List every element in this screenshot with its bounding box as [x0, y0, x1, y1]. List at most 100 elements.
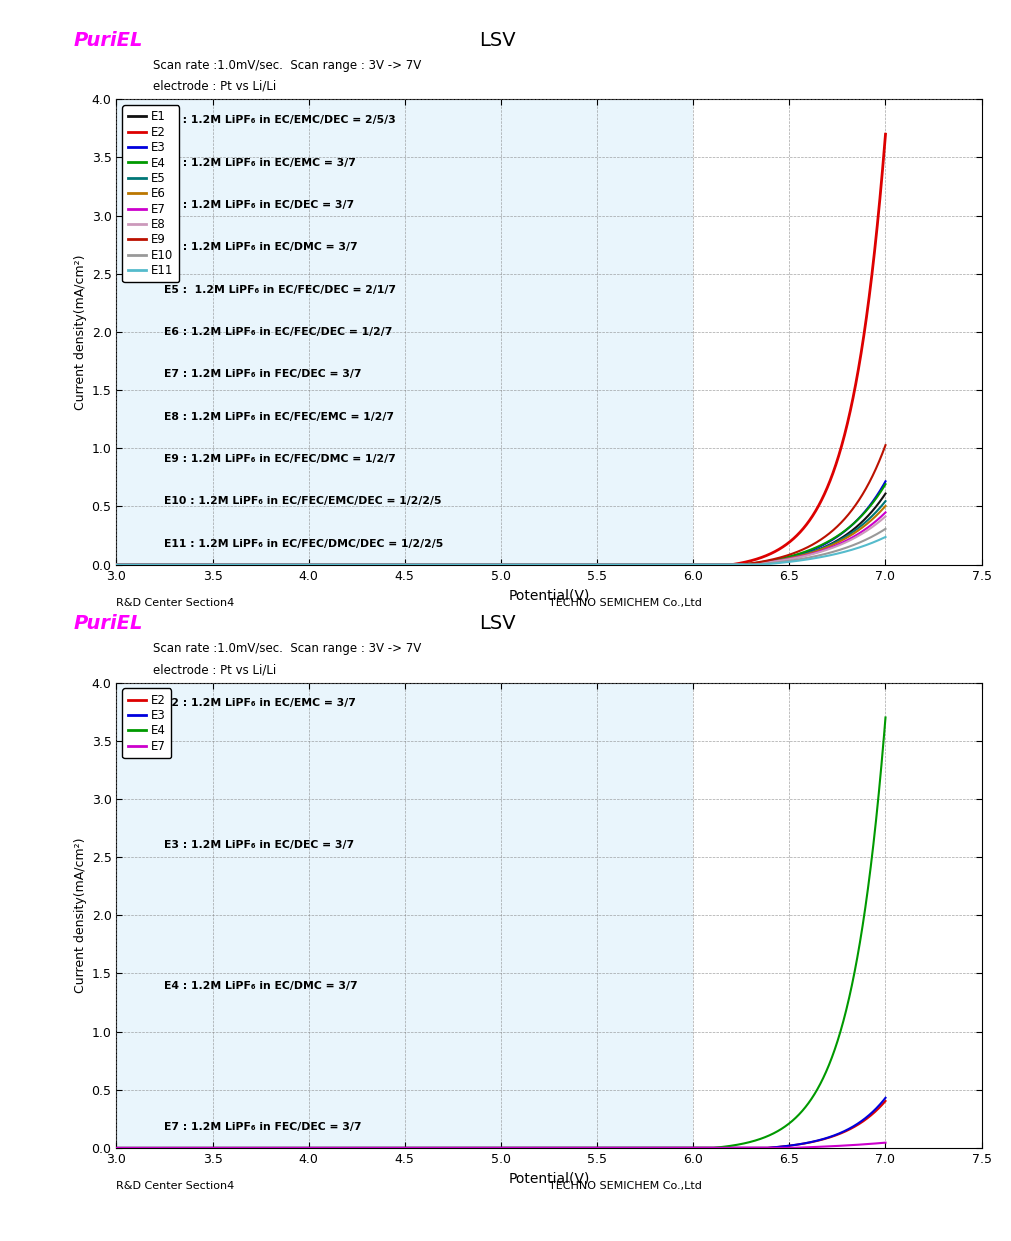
E5: [110, 557, 122, 572]
Text: E10 : 1.2M LiPF₆ in EC/FEC/EMC/DEC = 1/2/2/5: E10 : 1.2M LiPF₆ in EC/FEC/EMC/DEC = 1/2…: [164, 496, 442, 506]
E6: [110, 557, 122, 572]
E7: [668, 557, 680, 572]
Text: E2 : 1.2M LiPF₆ in EC/EMC = 3/7: E2 : 1.2M LiPF₆ in EC/EMC = 3/7: [164, 699, 356, 709]
Text: E1 : 1.2M LiPF₆ in EC/EMC/DEC = 2/5/3: E1 : 1.2M LiPF₆ in EC/EMC/DEC = 2/5/3: [164, 115, 396, 125]
E5: [668, 557, 680, 572]
E10: [817, 547, 829, 562]
E3: [817, 537, 829, 552]
E9: [855, 488, 867, 503]
E7: [439, 1140, 451, 1155]
Text: E5 :  1.2M LiPF₆ in EC/FEC/DEC = 2/1/7: E5 : 1.2M LiPF₆ in EC/FEC/DEC = 2/1/7: [164, 284, 396, 294]
Bar: [116, 683, 693, 1148]
E1: [475, 557, 487, 572]
Line: E10: E10: [116, 529, 885, 565]
E2: [475, 1140, 487, 1155]
E4: [879, 477, 891, 491]
Line: E7: E7: [116, 1143, 885, 1148]
Line: E1: E1: [116, 494, 885, 565]
E2: [475, 557, 487, 572]
E9: [668, 557, 680, 572]
E4: [439, 1140, 451, 1155]
E1: [879, 486, 891, 501]
E3: [855, 1113, 867, 1128]
X-axis label: Potential(V): Potential(V): [508, 1172, 589, 1185]
E2: [855, 1114, 867, 1129]
E2: [879, 127, 891, 141]
E9: [475, 557, 487, 572]
E9: [110, 557, 122, 572]
E10: [668, 557, 680, 572]
Line: E9: E9: [116, 446, 885, 565]
E8: [110, 557, 122, 572]
E11: [855, 539, 867, 553]
E11: [475, 557, 487, 572]
E7: [110, 1140, 122, 1155]
E1: [817, 540, 829, 555]
Line: E11: E11: [116, 537, 885, 565]
E4: [855, 508, 867, 522]
E10: [433, 557, 445, 572]
E2: [439, 557, 451, 572]
Text: E11 : 1.2M LiPF₆ in EC/FEC/DMC/DEC = 1/2/2/5: E11 : 1.2M LiPF₆ in EC/FEC/DMC/DEC = 1/2…: [164, 539, 443, 549]
E6: [439, 557, 451, 572]
E9: [433, 557, 445, 572]
E10: [475, 557, 487, 572]
Text: PuriEL: PuriEL: [73, 614, 143, 633]
E2: [668, 557, 680, 572]
Text: E6 : 1.2M LiPF₆ in EC/FEC/DEC = 1/2/7: E6 : 1.2M LiPF₆ in EC/FEC/DEC = 1/2/7: [164, 326, 392, 338]
Text: Scan rate :1.0mV/sec.  Scan range : 3V -> 7V: Scan rate :1.0mV/sec. Scan range : 3V ->…: [153, 60, 421, 72]
E2: [817, 489, 829, 504]
E3: [110, 557, 122, 572]
E11: [879, 530, 891, 545]
E10: [439, 557, 451, 572]
Line: E2: E2: [116, 1101, 885, 1148]
E2: [433, 1140, 445, 1155]
E7: [475, 557, 487, 572]
E8: [879, 509, 891, 524]
Line: E6: E6: [116, 506, 885, 565]
Text: E3 : 1.2M LiPF₆ in EC/DEC = 3/7: E3 : 1.2M LiPF₆ in EC/DEC = 3/7: [164, 840, 354, 850]
E4: [817, 1070, 829, 1085]
E11: [817, 550, 829, 565]
Text: E4 : 1.2M LiPF₆ in EC/DMC = 3/7: E4 : 1.2M LiPF₆ in EC/DMC = 3/7: [164, 980, 358, 990]
Line: E5: E5: [116, 501, 885, 565]
E4: [439, 557, 451, 572]
E4: [475, 1140, 487, 1155]
E3: [817, 1132, 829, 1147]
E3: [439, 1140, 451, 1155]
E3: [439, 557, 451, 572]
Text: E7 : 1.2M LiPF₆ in FEC/DEC = 3/7: E7 : 1.2M LiPF₆ in FEC/DEC = 3/7: [164, 1122, 362, 1132]
E2: [817, 1132, 829, 1147]
E7: [879, 505, 891, 520]
Text: TECHNO SEMICHEM Co.,Ltd: TECHNO SEMICHEM Co.,Ltd: [549, 598, 702, 608]
E5: [439, 557, 451, 572]
Text: E3 : 1.2M LiPF₆ in EC/DEC = 3/7: E3 : 1.2M LiPF₆ in EC/DEC = 3/7: [164, 200, 354, 210]
E1: [433, 557, 445, 572]
E6: [879, 499, 891, 514]
E11: [439, 557, 451, 572]
E10: [110, 557, 122, 572]
E4: [110, 557, 122, 572]
E4: [433, 557, 445, 572]
E7: [855, 524, 867, 539]
E5: [433, 557, 445, 572]
E7: [855, 1137, 867, 1152]
Line: E7: E7: [116, 513, 885, 565]
E9: [879, 438, 891, 453]
E3: [433, 557, 445, 572]
E4: [855, 923, 867, 938]
Line: E8: E8: [116, 516, 885, 565]
E1: [855, 515, 867, 530]
Line: E4: E4: [116, 484, 885, 565]
E4: [475, 557, 487, 572]
E2: [879, 1093, 891, 1108]
E6: [855, 520, 867, 535]
Text: LSV: LSV: [478, 31, 515, 50]
E11: [433, 557, 445, 572]
E8: [817, 544, 829, 558]
E8: [475, 557, 487, 572]
E7: [433, 1140, 445, 1155]
Text: E9 : 1.2M LiPF₆ in EC/FEC/DMC = 1/2/7: E9 : 1.2M LiPF₆ in EC/FEC/DMC = 1/2/7: [164, 454, 396, 464]
Text: Scan rate :1.0mV/sec.  Scan range : 3V -> 7V: Scan rate :1.0mV/sec. Scan range : 3V ->…: [153, 643, 421, 655]
Line: E4: E4: [116, 717, 885, 1148]
